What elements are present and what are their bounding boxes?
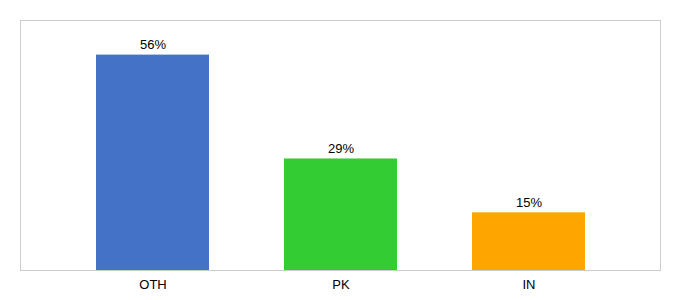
svg-text:15%: 15% xyxy=(516,195,542,210)
svg-text:29%: 29% xyxy=(328,141,354,156)
svg-text:OTH: OTH xyxy=(139,277,166,292)
svg-text:IN: IN xyxy=(523,277,536,292)
svg-text:56%: 56% xyxy=(140,37,166,52)
svg-text:PK: PK xyxy=(332,277,350,292)
